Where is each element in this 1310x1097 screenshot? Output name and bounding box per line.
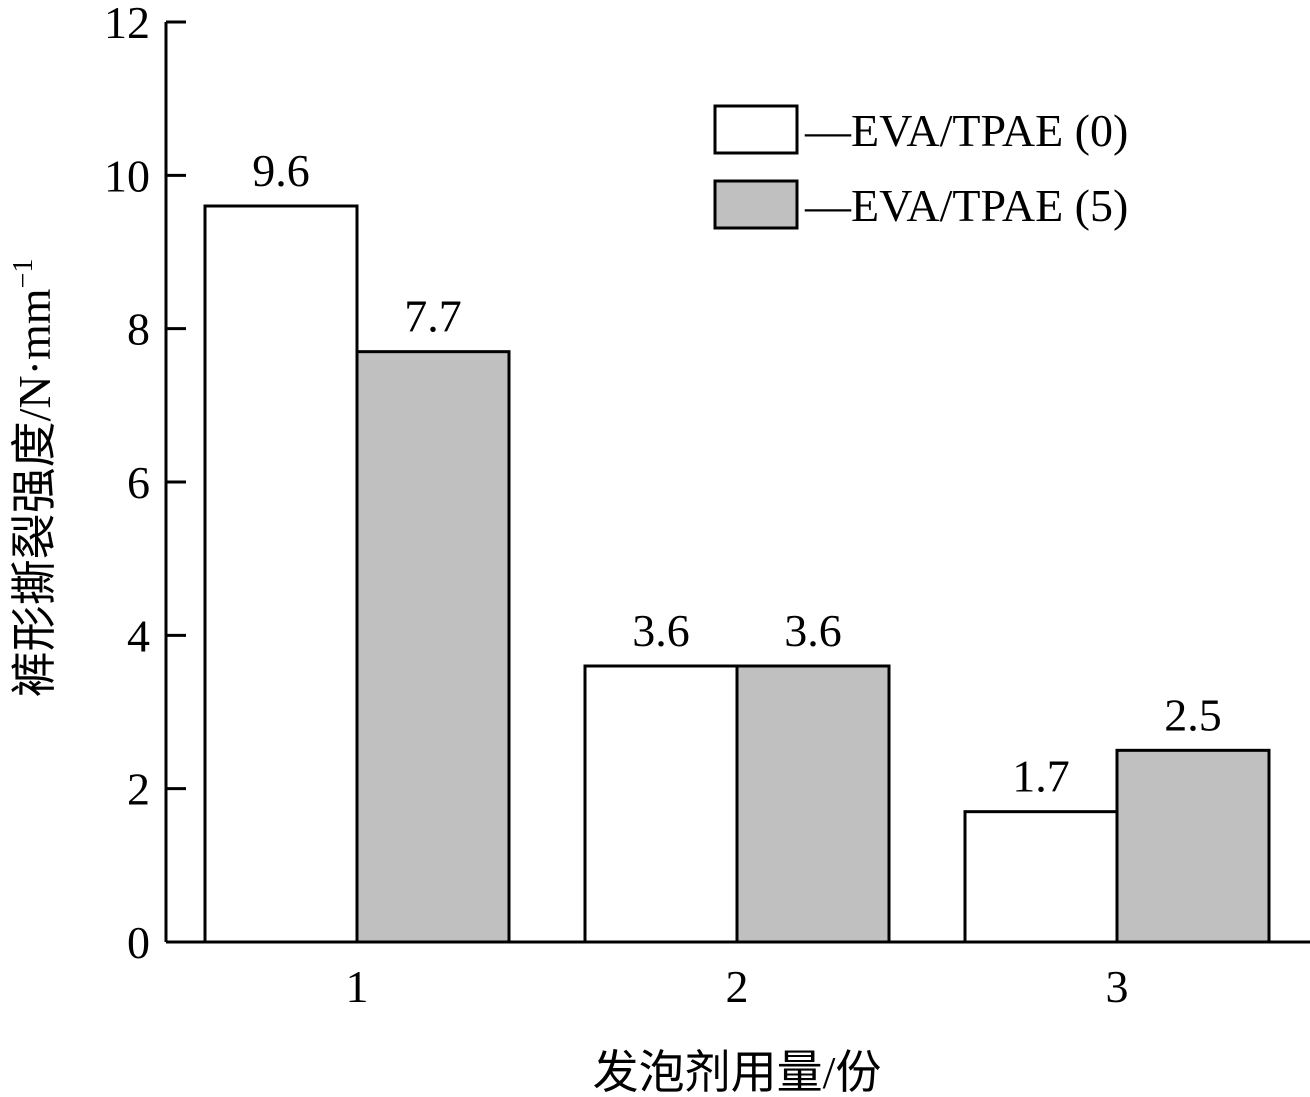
legend-dash: —: [804, 180, 852, 231]
legend-dash: —: [804, 105, 852, 156]
data-label: 2.5: [1164, 689, 1222, 740]
bar-series-2-cat-2: [737, 666, 889, 942]
y-tick-label: 6: [127, 457, 150, 508]
data-label: 3.6: [632, 605, 690, 656]
y-tick-label: 4: [127, 610, 150, 661]
y-axis: 0 2 4 6 8 10 12: [104, 0, 186, 968]
bar-series-2-cat-1: [357, 352, 509, 942]
x-tick-label: 3: [1106, 961, 1129, 1012]
legend-series-name: EVA/TPAE (0): [851, 105, 1128, 156]
bar-series-1-cat-3: [965, 812, 1117, 942]
data-label: 7.7: [404, 291, 462, 342]
legend-label: —EVA/TPAE (5): [804, 180, 1128, 231]
legend-swatch: [715, 181, 797, 228]
x-axis-title: 发泡剂用量/份: [593, 1047, 882, 1097]
y-axis-title-superscript: −1: [8, 259, 39, 289]
legend-label: —EVA/TPAE (0): [804, 105, 1128, 156]
x-tick-label: 1: [346, 961, 369, 1012]
bar-series-2-cat-3: [1117, 750, 1269, 942]
bars: [205, 206, 1269, 942]
legend-series-name: EVA/TPAE (5): [851, 180, 1128, 231]
y-tick-label: 12: [104, 0, 150, 48]
y-tick-label: 10: [104, 150, 150, 201]
y-axis-title: 裤形撕裂强度/N·mm−1: [8, 259, 60, 698]
y-tick-label: 0: [127, 917, 150, 968]
data-label: 9.6: [252, 145, 310, 196]
bar-series-1-cat-2: [585, 666, 737, 942]
data-label: 3.6: [784, 605, 842, 656]
y-axis-title-text: 裤形撕裂强度/N·mm: [9, 288, 60, 697]
bar-series-1-cat-1: [205, 206, 357, 942]
y-tick-label: 8: [127, 304, 150, 355]
legend: —EVA/TPAE (0)—EVA/TPAE (5): [715, 105, 1128, 231]
x-axis: 1 2 3: [166, 942, 1310, 1012]
y-tick-label: 2: [127, 764, 150, 815]
data-label: 1.7: [1012, 751, 1070, 802]
legend-swatch: [715, 106, 797, 153]
x-tick-label: 2: [726, 961, 749, 1012]
